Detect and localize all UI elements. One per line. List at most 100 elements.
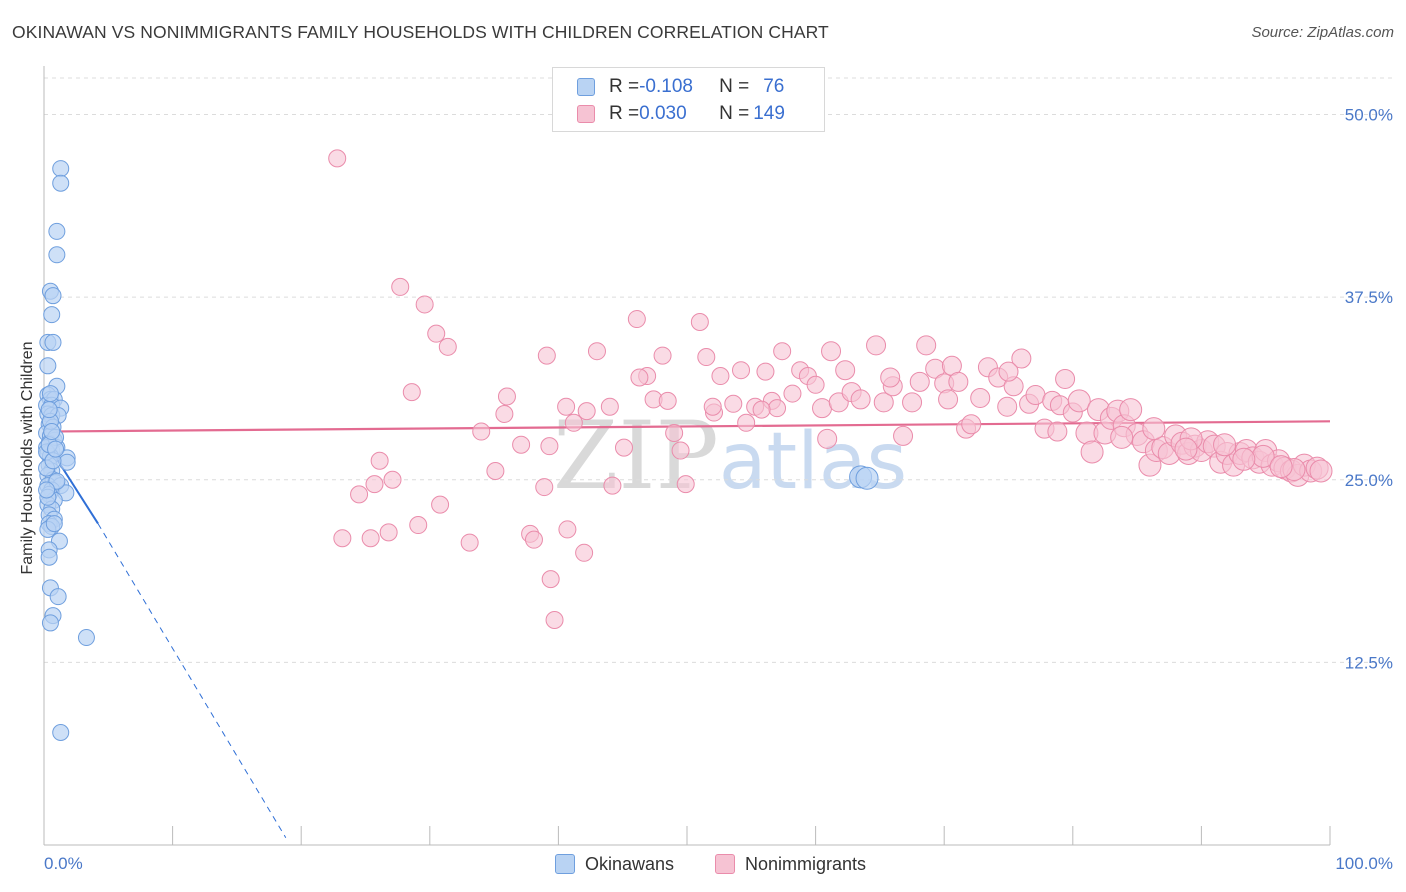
nonimmigrants-point	[711, 367, 730, 386]
okinawans-point	[52, 724, 70, 742]
okinawans-point	[41, 614, 59, 632]
nonimmigrants-point	[850, 389, 871, 410]
nonimmigrants-point	[627, 310, 646, 329]
nonimmigrants-point	[1269, 455, 1293, 479]
nonimmigrants-point	[817, 428, 838, 449]
nonimmigrants-point	[564, 413, 583, 432]
nonimmigrants-point	[732, 361, 751, 380]
y-tick-label: 25.0%	[1345, 471, 1393, 490]
nonimmigrants-point	[724, 394, 743, 413]
legend-r-label: R =	[609, 103, 640, 124]
nonimmigrants-point	[783, 384, 802, 403]
nonimmigrants-point	[512, 435, 531, 454]
nonimmigrants-point	[540, 437, 559, 456]
nonimmigrants-point	[880, 367, 901, 388]
nonimmigrants-point	[1142, 417, 1166, 441]
legend-swatch-pink	[577, 105, 595, 123]
legend-r-label: R =	[609, 76, 640, 97]
nonimmigrants-point	[1080, 440, 1104, 464]
nonimmigrants-point	[1025, 385, 1046, 406]
nonimmigrants-point	[737, 413, 756, 432]
nonimmigrants-point	[998, 361, 1019, 382]
nonimmigrants-point	[614, 438, 633, 457]
okinawans-point	[77, 629, 95, 647]
okinawans-point	[43, 423, 61, 441]
nonimmigrants-point	[391, 277, 410, 296]
nonimmigrants-point	[835, 360, 856, 381]
nonimmigrants-point	[365, 475, 384, 494]
okinawans-point	[38, 481, 56, 499]
nonimmigrants-point	[402, 383, 421, 402]
y-tick-label: 37.5%	[1345, 288, 1393, 307]
legend-r-value: 0.030	[639, 103, 687, 124]
nonimmigrants-point	[773, 342, 792, 361]
source-label: Source: ZipAtlas.com	[1251, 24, 1394, 41]
nonimmigrants-point	[806, 375, 825, 394]
nonimmigrants-point	[431, 495, 450, 514]
nonimmigrants-point	[997, 396, 1018, 417]
nonimmigrants-point	[577, 402, 596, 421]
nonimmigrants-point	[350, 485, 369, 504]
nonimmigrants-point	[703, 397, 722, 416]
nonimmigrants-point	[676, 475, 695, 494]
nonimmigrants-point	[690, 312, 709, 331]
nonimmigrants-point	[1213, 433, 1237, 457]
nonimmigrants-point	[866, 335, 887, 356]
okinawans-points	[38, 160, 879, 742]
legend: R = -0.108 N = 76 R = 0.030 N = 149	[552, 67, 825, 132]
nonimmigrants-point	[1067, 389, 1091, 413]
nonimmigrants-point	[893, 425, 914, 446]
nonimmigrants-point	[1309, 459, 1333, 483]
okinawans-point	[45, 515, 63, 533]
nonimmigrants-point	[600, 397, 619, 416]
nonimmigrants-point	[1047, 421, 1068, 442]
nonimmigrants-point	[1110, 425, 1134, 449]
nonimmigrants-point	[909, 371, 930, 392]
x-tick-label: 100.0%	[1335, 854, 1393, 873]
nonimmigrants-point	[497, 387, 516, 406]
nonimmigrants-point	[938, 389, 959, 410]
nonimmigrants-point	[545, 611, 564, 630]
nonimmigrants-point	[587, 342, 606, 361]
nonimmigrants-point	[752, 400, 771, 419]
bottom-legend-nonimmigrants: Nonimmigrants	[715, 852, 866, 876]
nonimmigrants-point	[460, 533, 479, 552]
nonimmigrants-point	[558, 520, 577, 539]
okinawans-point	[48, 246, 66, 264]
okinawans-point	[49, 588, 67, 606]
nonimmigrants-point	[328, 149, 347, 168]
nonimmigrants-point	[557, 397, 576, 416]
legend-row-okinawans: R = -0.108 N = 76	[577, 76, 784, 98]
nonimmigrants-point	[603, 476, 622, 495]
nonimmigrants-point	[575, 543, 594, 562]
okinawans-point	[39, 357, 57, 375]
nonimmigrants-point	[970, 387, 991, 408]
bottom-legend-label-okinawans: Okinawans	[585, 853, 675, 874]
nonimmigrants-point	[541, 570, 560, 589]
nonimmigrants-point	[658, 391, 677, 410]
y-tick-label: 12.5%	[1345, 653, 1393, 672]
nonimmigrants-point	[812, 398, 833, 419]
nonimmigrants-point	[1011, 348, 1032, 369]
nonimmigrants-point	[671, 441, 690, 460]
legend-swatch-blue	[577, 78, 595, 96]
okinawans-point	[40, 548, 58, 566]
okinawans-point	[58, 453, 76, 471]
nonimmigrants-point	[961, 414, 982, 435]
nonimmigrants-point	[948, 371, 969, 392]
nonimmigrants-point	[524, 530, 543, 549]
nonimmigrants-point	[486, 461, 505, 480]
legend-n-label: N =	[719, 76, 750, 97]
okinawans-point	[52, 160, 70, 178]
nonimmigrants-point	[902, 392, 923, 413]
nonimmigrants-point	[821, 341, 842, 362]
legend-n-value: 76	[763, 76, 785, 97]
nonimmigrants-point	[665, 424, 684, 443]
okinawans-point	[52, 174, 70, 192]
nonimmigrants-point	[409, 516, 428, 535]
okinawans-point	[47, 440, 65, 458]
nonimmigrants-point	[495, 405, 514, 424]
y-tick-labels: 12.5% 25.0% 37.5% 50.0%	[1345, 106, 1393, 673]
nonimmigrants-point	[630, 368, 649, 387]
okinawans-point	[48, 222, 66, 240]
